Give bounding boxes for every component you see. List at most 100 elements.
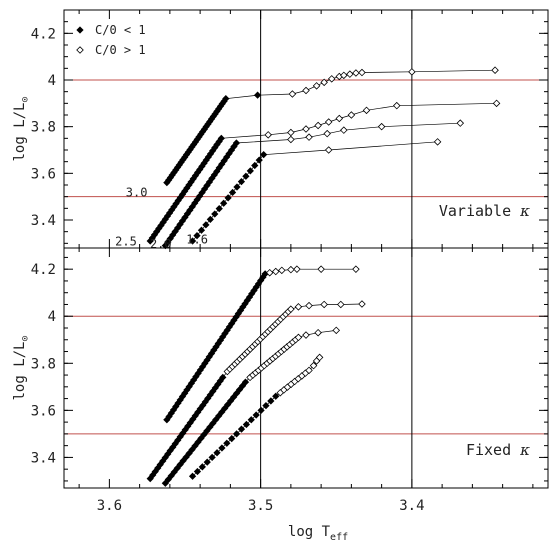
data-point-open: [305, 133, 313, 141]
data-point-open: [317, 265, 325, 273]
data-point-open: [302, 125, 310, 133]
data-point-open: [305, 366, 313, 375]
legend-marker-1: [76, 26, 84, 34]
y-tick-label: 4: [48, 73, 56, 89]
data-point-filled: [219, 373, 227, 382]
y-tick-label: 3.4: [31, 450, 56, 466]
data-point-filled: [252, 411, 260, 419]
legend-label-1: C/0 < 1: [95, 23, 146, 37]
data-point-filled: [242, 172, 250, 180]
data-point-filled: [193, 231, 201, 240]
data-point-filled: [237, 425, 246, 433]
y-tick-label: 3.4: [31, 213, 56, 229]
data-point-filled: [197, 226, 206, 234]
data-point-open: [362, 106, 371, 115]
legend-marker-2: [76, 46, 84, 54]
data-point-open: [492, 99, 501, 108]
data-point-open: [352, 265, 360, 273]
data-point-open: [305, 301, 313, 310]
data-point-open: [335, 114, 344, 123]
data-point-open: [358, 68, 366, 77]
data-point-filled: [228, 434, 236, 443]
data-point-filled: [260, 151, 268, 159]
y-tick-label: 3.8: [31, 120, 56, 136]
series-track-1-6: [188, 138, 442, 245]
series-track-2-0: [161, 326, 341, 487]
data-point-filled: [223, 439, 231, 447]
data-point-filled: [193, 467, 202, 476]
mass-label-2-5: 2.5: [115, 235, 137, 249]
data-point-open: [320, 300, 328, 309]
data-point-filled: [220, 199, 228, 207]
data-point-filled: [267, 397, 275, 405]
data-point-open: [271, 267, 280, 276]
data-point-open: [323, 129, 331, 138]
data-point-open: [337, 300, 345, 309]
data-point-filled: [247, 416, 255, 424]
data-point-filled: [241, 378, 250, 386]
data-point-open: [314, 328, 322, 337]
data-point-filled: [211, 210, 219, 218]
data-point-open: [315, 353, 324, 362]
data-point-open: [309, 361, 318, 370]
data-point-filled: [215, 205, 223, 213]
data-point-filled: [217, 134, 225, 142]
data-point-filled: [202, 221, 210, 229]
series-line: [166, 69, 496, 183]
data-point-filled: [232, 139, 241, 147]
data-point-filled: [208, 453, 216, 462]
series-track-3-0: [163, 265, 360, 424]
data-point-open: [265, 268, 274, 277]
data-point-open: [287, 135, 295, 144]
data-point-open: [287, 128, 295, 137]
y-tick-label: 4: [48, 309, 56, 325]
data-point-filled: [222, 95, 230, 103]
data-point-filled: [237, 178, 246, 186]
data-point-open: [312, 82, 321, 90]
data-point-open: [288, 90, 297, 98]
data-point-filled: [188, 237, 197, 245]
data-point-filled: [232, 430, 241, 438]
series-track-2-0: [161, 119, 465, 250]
data-point-open: [327, 75, 336, 83]
data-point-open: [287, 265, 295, 274]
series-track-1-6: [188, 353, 324, 480]
data-point-open: [408, 68, 416, 76]
data-point-open: [294, 303, 303, 311]
data-point-open: [377, 122, 386, 131]
series-line: [165, 330, 337, 484]
data-point-filled: [228, 188, 237, 197]
x-tick-label: 3.4: [399, 498, 424, 514]
data-point-open: [293, 265, 301, 273]
data-point-open: [352, 69, 360, 77]
panel-label: Fixed κ: [466, 441, 530, 459]
panel-label: Variable κ: [439, 202, 530, 220]
data-point-open: [324, 118, 333, 126]
y-tick-label: 3.6: [31, 166, 56, 182]
data-point-filled: [224, 194, 232, 202]
data-point-open: [302, 86, 310, 95]
mass-label-3-0: 3.0: [126, 186, 148, 200]
series-track-3-0: [163, 66, 499, 187]
data-point-open: [347, 111, 356, 119]
y-axis-title: log L/L⊙: [12, 96, 31, 161]
series-line: [166, 268, 356, 420]
data-point-filled: [218, 444, 226, 452]
data-point-open: [456, 119, 465, 127]
data-point-open: [433, 138, 442, 146]
mass-label-2-0: 2.0: [150, 237, 172, 251]
data-point-filled: [257, 406, 265, 414]
data-point-filled: [203, 458, 211, 466]
data-point-open: [320, 78, 328, 87]
y-tick-label: 4.2: [31, 262, 56, 278]
data-point-open: [332, 326, 341, 335]
data-point-filled: [198, 463, 206, 471]
data-point-open: [294, 333, 303, 342]
series-line: [149, 303, 363, 479]
x-tick-label: 3.6: [97, 498, 122, 514]
data-point-filled: [206, 215, 214, 224]
data-point-filled: [262, 402, 270, 410]
data-point-filled: [242, 420, 251, 429]
